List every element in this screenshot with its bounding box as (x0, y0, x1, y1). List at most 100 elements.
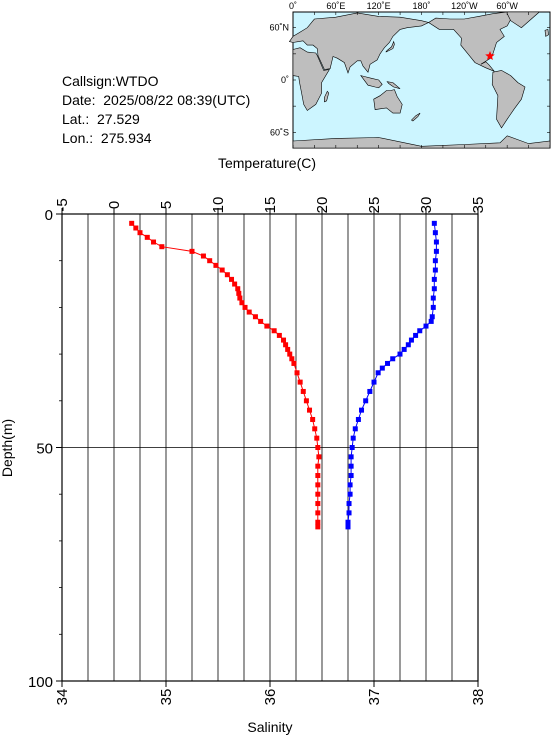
temperature-data-point (239, 300, 245, 306)
salinity-data-point (390, 356, 396, 362)
salinity-data-point (430, 295, 436, 301)
salinity-data-point (432, 267, 438, 273)
salinity-data-point (429, 314, 435, 320)
map-longitude-label: 60˚W (496, 1, 518, 11)
temperature-data-point (315, 519, 321, 525)
temperature-data-point (307, 407, 313, 413)
salinity-data-point (432, 230, 438, 236)
salinity-data-point (428, 318, 434, 324)
depth-tick-label: 0 (45, 207, 53, 224)
temperature-data-point (312, 426, 318, 432)
station-location-marker (485, 51, 495, 60)
salinity-tick-label: 37 (366, 689, 383, 706)
salinity-data-point (431, 276, 437, 282)
salinity-profile-line (347, 223, 437, 527)
temperature-data-point (235, 286, 241, 292)
salinity-data-point (413, 332, 419, 338)
map-longitude-label: 120˚E (367, 1, 391, 11)
temperature-data-point (276, 332, 282, 338)
salinity-tick-label: 36 (262, 689, 279, 706)
salinity-data-point (423, 323, 429, 329)
temperature-data-point (258, 318, 264, 324)
salinity-data-point (401, 346, 407, 352)
temperature-data-point (315, 510, 321, 516)
salinity-data-point (350, 435, 356, 441)
map-latitude-label: 0˚ (281, 75, 289, 85)
depth-tick-label: 50 (36, 441, 53, 458)
temperature-tick-label: -5 (54, 198, 71, 211)
temperature-tick-label: 0 (106, 201, 123, 209)
temperature-data-point (316, 454, 322, 460)
map-land-north-america (428, 11, 515, 72)
temperature-data-point (144, 234, 150, 240)
temperature-data-point (315, 473, 321, 479)
salinity-data-point (345, 519, 351, 525)
salinity-data-point (405, 342, 411, 348)
temperature-data-point (207, 258, 213, 264)
temperature-tick-label: 5 (158, 201, 175, 209)
salinity-data-point (371, 379, 377, 385)
temperature-data-point (300, 388, 306, 394)
lon-text: Lon.: 275.934 (62, 130, 152, 146)
salinity-data-point (408, 337, 414, 343)
map-longitude-label: 120˚W (451, 1, 478, 11)
temperature-data-point (237, 295, 243, 301)
temperature-data-point (200, 253, 206, 259)
temperature-data-point (294, 370, 300, 376)
temperature-data-point (281, 337, 287, 343)
salinity-data-point (363, 398, 369, 404)
temperature-profile-line (131, 222, 320, 527)
salinity-data-point (430, 304, 436, 310)
temperature-data-point (229, 276, 235, 282)
temperature-data-point (271, 328, 277, 334)
temperature-data-point (236, 290, 242, 296)
salinity-data-point (348, 454, 354, 460)
salinity-tick-label: 35 (158, 689, 175, 706)
salinity-data-point (346, 510, 352, 516)
callsign-text: Callsign:WTDO (62, 73, 159, 89)
map-longitude-label: 180˚ (412, 1, 430, 11)
temperature-data-point (252, 314, 258, 320)
depth-tick-label: 100 (28, 674, 53, 691)
salinity-data-point (346, 501, 352, 507)
map-longitude-label: 0˚ (289, 1, 297, 11)
temperature-data-point (287, 351, 293, 357)
temperature-data-point (315, 501, 321, 507)
map-land (288, 11, 551, 149)
temperature-axis-label: Temperature(C) (218, 155, 316, 171)
map-latitude-label: 60˚S (270, 127, 289, 137)
temperature-data-point (314, 435, 320, 441)
salinity-data-point (431, 220, 437, 226)
temperature-data-point (283, 342, 289, 348)
temperature-data-point (151, 239, 157, 245)
salinity-data-point (352, 426, 358, 432)
temperature-data-point (315, 463, 321, 469)
map-land-south-america (491, 70, 526, 129)
temperature-tick-label: 20 (314, 197, 331, 214)
date-text: Date: 2025/08/22 08:39(UTC) (62, 92, 251, 108)
salinity-data-point (432, 258, 438, 264)
temperature-data-point (264, 323, 270, 329)
temperature-data-point (291, 360, 297, 366)
temperature-data-point (133, 225, 139, 231)
salinity-data-point (379, 365, 385, 371)
temperature-data-point (297, 379, 303, 385)
salinity-data-point (385, 360, 391, 366)
temperature-data-point (310, 416, 316, 422)
salinity-data-point (345, 524, 351, 530)
salinity-data-point (367, 388, 373, 394)
salinity-data-point (348, 463, 354, 469)
temperature-data-point (315, 491, 321, 497)
temperature-data-point (315, 524, 321, 530)
temperature-tick-label: 15 (262, 197, 279, 214)
temperature-data-point (303, 398, 309, 404)
temperature-tick-label: 25 (366, 197, 383, 214)
temperature-data-point (232, 281, 238, 287)
map-land-japan (385, 40, 395, 53)
salinity-data-point (349, 445, 355, 450)
salinity-data-point (417, 328, 423, 334)
depth-axis-label: Depth(m) (0, 419, 15, 477)
map-land-new-guinea (386, 81, 401, 89)
salinity-tick-label: 34 (54, 689, 71, 706)
